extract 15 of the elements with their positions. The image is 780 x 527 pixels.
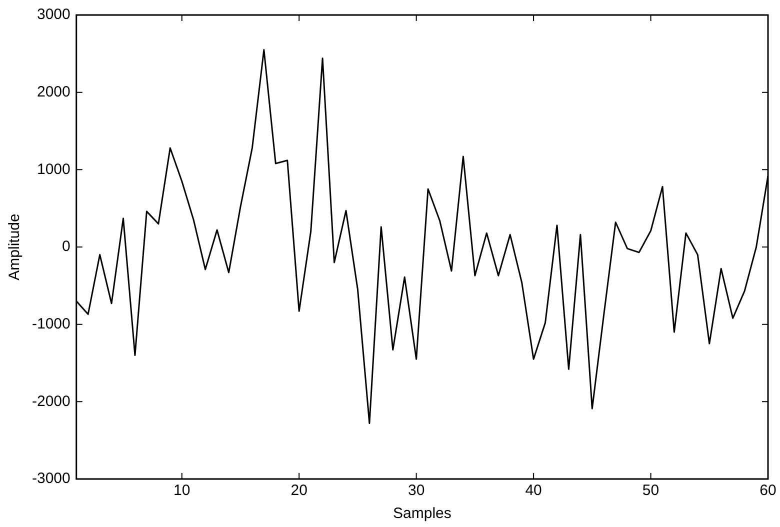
y-tick-label: 2000	[36, 83, 70, 100]
y-axis-title: Amplitude	[6, 214, 24, 280]
x-tick-label: 10	[174, 482, 190, 500]
x-tick-label: 30	[408, 482, 425, 500]
y-tick-label: -3000	[32, 470, 70, 488]
x-tick-label: 60	[760, 482, 776, 500]
y-tick-label: 1000	[36, 160, 70, 178]
y-tick-label: 0	[62, 238, 70, 256]
x-axis-title: Samples	[393, 505, 452, 522]
y-tick-label: -1000	[32, 315, 70, 332]
x-tick-label: 50	[642, 482, 660, 500]
x-tick-label: 20	[290, 482, 308, 500]
y-tick-label: -2000	[32, 392, 70, 410]
y-tick-label: 3000	[36, 6, 70, 24]
x-tick-label: 40	[525, 482, 542, 500]
